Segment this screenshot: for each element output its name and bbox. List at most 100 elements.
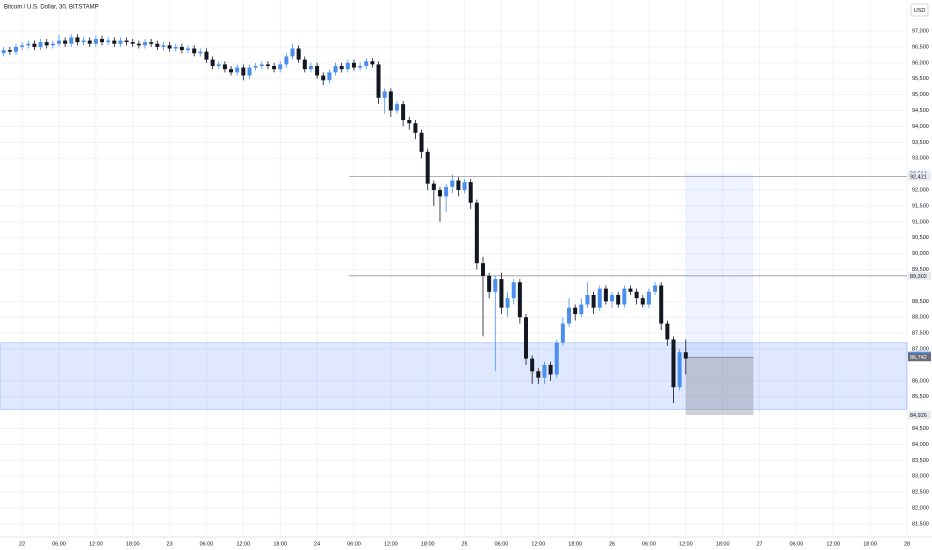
y-tick-label: 84,000 [912,442,929,448]
x-tick-label: 06:00 [347,541,361,547]
candle-body [315,65,320,76]
candle [351,59,356,71]
y-tick-label: 93,000 [912,156,929,162]
candle-body [659,285,664,324]
candle-body [634,291,639,299]
candle-body [437,190,442,197]
candle [130,38,135,47]
candle [44,38,49,49]
candle-body [382,91,387,98]
candle-body [155,43,160,47]
candle [38,38,43,51]
candle-body [75,37,80,43]
candle [198,48,203,57]
candle [536,368,541,385]
candle [1,46,6,57]
candle [216,61,221,70]
price-tag-label: 86,742 [910,355,927,361]
candle-body [364,61,369,66]
candle-body [69,37,74,44]
candle [20,42,25,51]
candle [468,178,473,210]
candle-body [192,48,197,54]
candle-body [38,42,43,47]
candle [640,294,645,308]
candle [622,285,627,308]
candle [603,285,608,305]
y-tick-label: 89,500 [912,267,929,273]
candle [69,34,74,47]
candle-body [1,50,6,54]
y-tick-label: 97,000 [912,28,929,34]
x-tick-label: 18:00 [273,541,287,547]
candle [143,38,148,49]
candle-body [272,65,277,70]
candle [419,129,424,159]
candle [210,56,215,70]
candle-body [161,45,166,47]
candle [425,148,430,191]
y-tick-label: 91,500 [912,203,929,209]
candle-body [505,298,510,308]
candle-body [106,40,111,43]
candle [567,298,572,327]
candle-body [474,202,479,264]
candle-body [81,40,86,43]
y-tick-label: 86,000 [912,378,929,384]
candle [345,59,350,73]
candle-body [480,263,485,276]
candle [394,100,399,114]
y-tick-label: 82,500 [912,490,929,496]
candle [548,361,553,381]
x-tick-label: 18:00 [126,541,140,547]
x-tick-label: 23 [167,541,173,547]
candle-body [431,183,436,191]
x-tick-label: 25 [461,541,467,547]
candle-body [173,46,178,49]
candle-body [26,43,31,46]
candle-body [247,67,252,76]
candle-body [7,50,12,52]
candle-body [542,364,547,378]
candle [524,314,529,365]
candle [272,62,277,73]
candle [505,291,510,318]
candle [382,88,387,114]
candle-body [124,40,129,43]
candle [364,58,369,70]
price-tag [908,353,931,362]
price-tag-label: 89,302 [910,274,927,280]
candle-body [284,56,289,65]
candle [401,100,406,127]
candle-body [259,64,264,66]
candle [315,62,320,79]
candle-body [290,48,295,57]
candle [173,43,178,52]
candle-body [573,307,578,315]
candle [50,40,55,49]
candle-body [302,59,307,70]
candle [112,37,117,47]
x-tick-label: 26 [609,541,615,547]
candle-body [229,69,234,73]
candle [517,279,522,324]
candle-body [646,291,651,305]
currency-label[interactable]: USD [914,8,926,14]
candle [474,199,479,270]
y-tick-label: 96,000 [912,60,929,66]
y-tick-label: 81,500 [912,521,929,527]
candle [634,288,639,305]
currency-button[interactable] [910,3,929,17]
y-tick-label: 83,500 [912,458,929,464]
candle [591,291,596,315]
candle [155,40,160,51]
candle-body [167,45,172,49]
candle [456,177,461,197]
x-tick-label: 06:00 [200,541,214,547]
candle [554,339,559,378]
candle [437,186,442,222]
candle-body [87,40,92,44]
candle-body [456,180,461,191]
candle-body [603,288,608,302]
candle-body [493,279,498,292]
